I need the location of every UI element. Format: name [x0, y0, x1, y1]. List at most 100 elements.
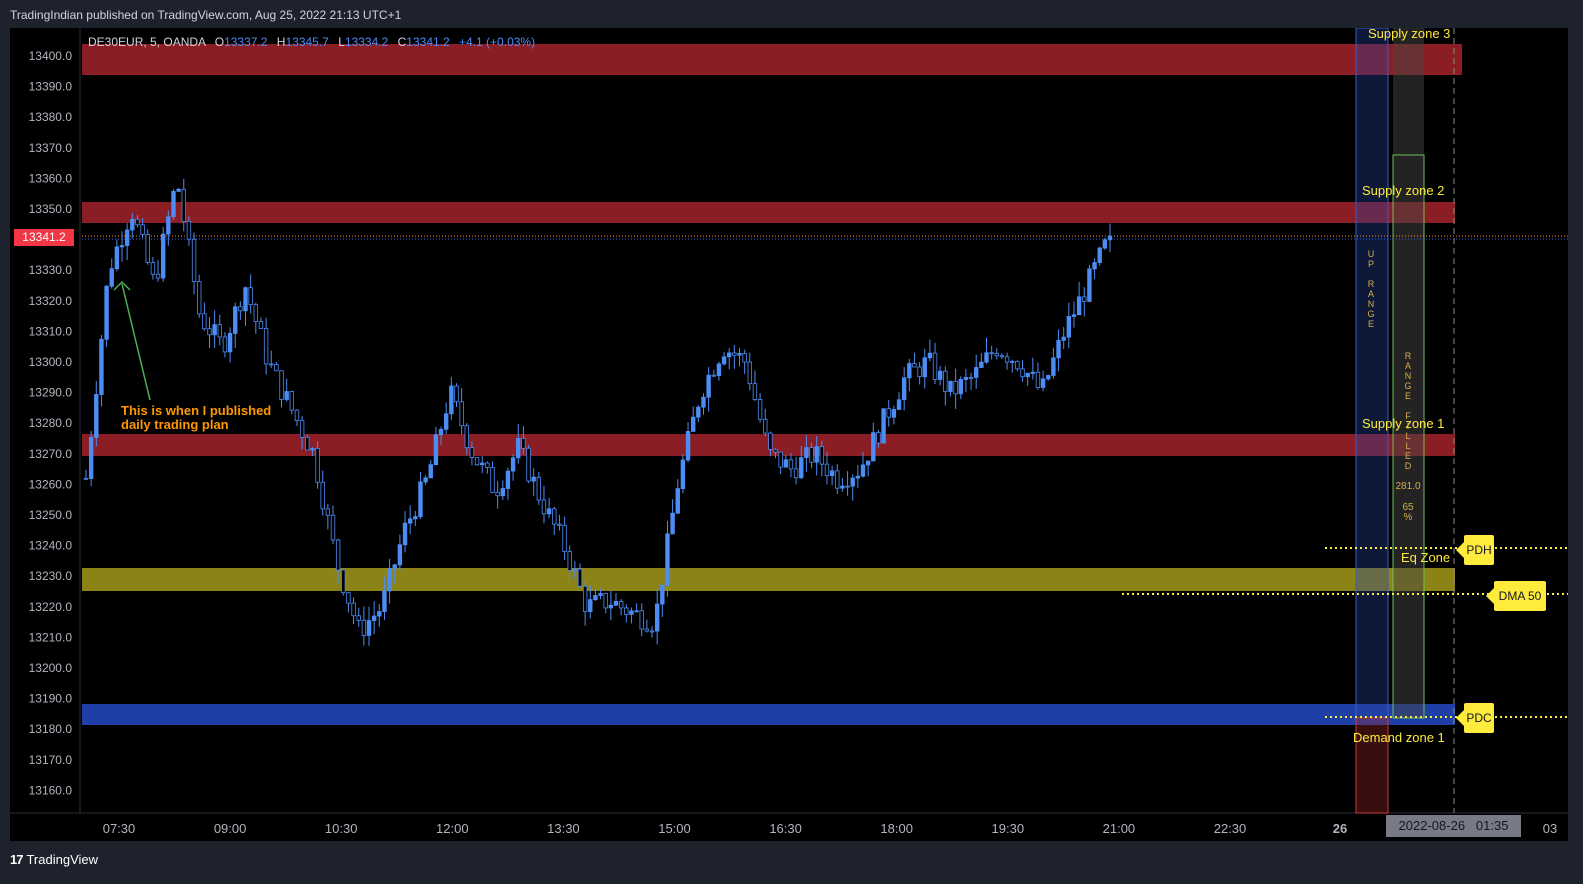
price-tick-label: 13400.0 [29, 49, 73, 63]
candle-down [135, 218, 140, 226]
candle-down [809, 447, 814, 463]
candle-up [1056, 339, 1061, 359]
symbol-legend[interactable]: DE30EUR, 5, OANDA O13337.2 H13345.7 L133… [88, 35, 535, 49]
vertical-letter: L [1405, 431, 1410, 441]
candle-down [325, 508, 331, 516]
candle-down [577, 568, 583, 587]
candle-down [639, 610, 644, 630]
candle-up [1061, 336, 1066, 341]
candle-up [907, 363, 912, 379]
candle-down [763, 418, 768, 434]
candle-down [618, 601, 624, 609]
candle-up [896, 399, 902, 410]
supply-zone-3-label: Supply zone 3 [1368, 28, 1450, 41]
candle-up [629, 610, 634, 615]
legend-open-label: O [214, 35, 225, 49]
candle-up [166, 216, 171, 235]
candle-down [603, 593, 608, 609]
candle-down [778, 451, 783, 468]
candle-up [377, 611, 382, 617]
price-tick-label: 13300.0 [29, 355, 73, 369]
price-tick-label: 13290.0 [29, 386, 73, 400]
legend-symbol: DE30EUR, 5, OANDA [88, 35, 206, 49]
pdh-flag[interactable]: PDH [1456, 535, 1494, 565]
candle-up [428, 464, 433, 479]
candle-down [469, 447, 475, 458]
candle-up [598, 593, 603, 596]
candle-down [876, 432, 881, 444]
vertical-letter: N [1405, 371, 1412, 381]
candle-up [670, 512, 675, 535]
candle-up [449, 385, 454, 415]
candle-down [274, 364, 279, 372]
candle-down [768, 432, 773, 450]
vertical-letter: U [1368, 249, 1375, 259]
candle-down [793, 468, 799, 479]
candle-up [176, 188, 181, 192]
candle-down [582, 585, 588, 612]
candle-up [500, 488, 506, 497]
candle-up [984, 352, 989, 363]
candle-up [407, 518, 413, 524]
candle-up [1051, 357, 1056, 376]
publish-bar: TradingIndian published on TradingView.c… [0, 0, 1583, 28]
candle-up [433, 434, 439, 466]
candle-down [1082, 296, 1087, 302]
candle-up [1030, 371, 1036, 374]
chart-svg[interactable]: 13400.0 13390.0 13380.0 13370.0 13360.0 13350… [10, 26, 1568, 841]
pdc-flag[interactable]: PDC [1456, 703, 1494, 733]
tradingview-logo[interactable]: 17 TradingView [10, 852, 98, 867]
candle-up [418, 481, 423, 518]
candle-down [253, 304, 259, 323]
candle-up [1046, 375, 1051, 380]
candle-down [788, 459, 794, 470]
candle-down [361, 619, 367, 636]
candle-up [891, 409, 897, 418]
candle-down [742, 353, 747, 363]
time-tick-label: 03 [1543, 821, 1557, 836]
price-tick-label: 13240.0 [29, 539, 73, 553]
chart-pane[interactable]: 13400.0 13390.0 13380.0 13370.0 13360.0 13350… [10, 26, 1568, 841]
legend-close-value: 13341.2 [406, 35, 450, 49]
candle-down [474, 457, 480, 466]
candle-up [634, 610, 639, 613]
candle-up [480, 462, 485, 466]
candle-up [438, 428, 444, 436]
candle-up [227, 332, 233, 353]
candle-up [366, 620, 372, 636]
candle-down [155, 273, 161, 279]
vertical-letter: E [1368, 319, 1374, 329]
candle-down [356, 615, 361, 621]
candle-down [824, 463, 830, 477]
candle-down [773, 448, 778, 453]
candle-down [202, 313, 207, 330]
price-tick-label: 13230.0 [29, 569, 73, 583]
candle-up [572, 568, 578, 571]
price-tick-label: 13360.0 [29, 171, 73, 185]
candle-up [371, 615, 377, 622]
time-tick-label: 09:00 [214, 821, 247, 836]
current-price-tag: 13341.2 [14, 229, 74, 246]
legend-low-label: L [338, 35, 345, 49]
vertical-letter: A [1368, 289, 1374, 299]
candle-down [459, 401, 464, 427]
dma50-flag[interactable]: DMA 50 [1486, 581, 1546, 611]
candle-up [963, 376, 969, 380]
candle-down [341, 569, 346, 594]
price-tick-label: 13220.0 [29, 600, 73, 614]
candle-up [160, 233, 166, 279]
price-tick-label: 13260.0 [29, 477, 73, 491]
annotation-arrow [121, 283, 151, 401]
vertical-letter: L [1405, 441, 1410, 451]
candle-down [943, 370, 948, 392]
vertical-letter: A [1405, 361, 1411, 371]
candle-up [737, 353, 742, 356]
supply-zone-2-label: Supply zone 2 [1362, 183, 1444, 198]
candle-down [150, 262, 156, 275]
candle-up [840, 485, 845, 489]
candle-down [819, 446, 825, 465]
candle-up [387, 568, 392, 592]
candle-up [613, 601, 619, 606]
candle-up [124, 229, 130, 246]
